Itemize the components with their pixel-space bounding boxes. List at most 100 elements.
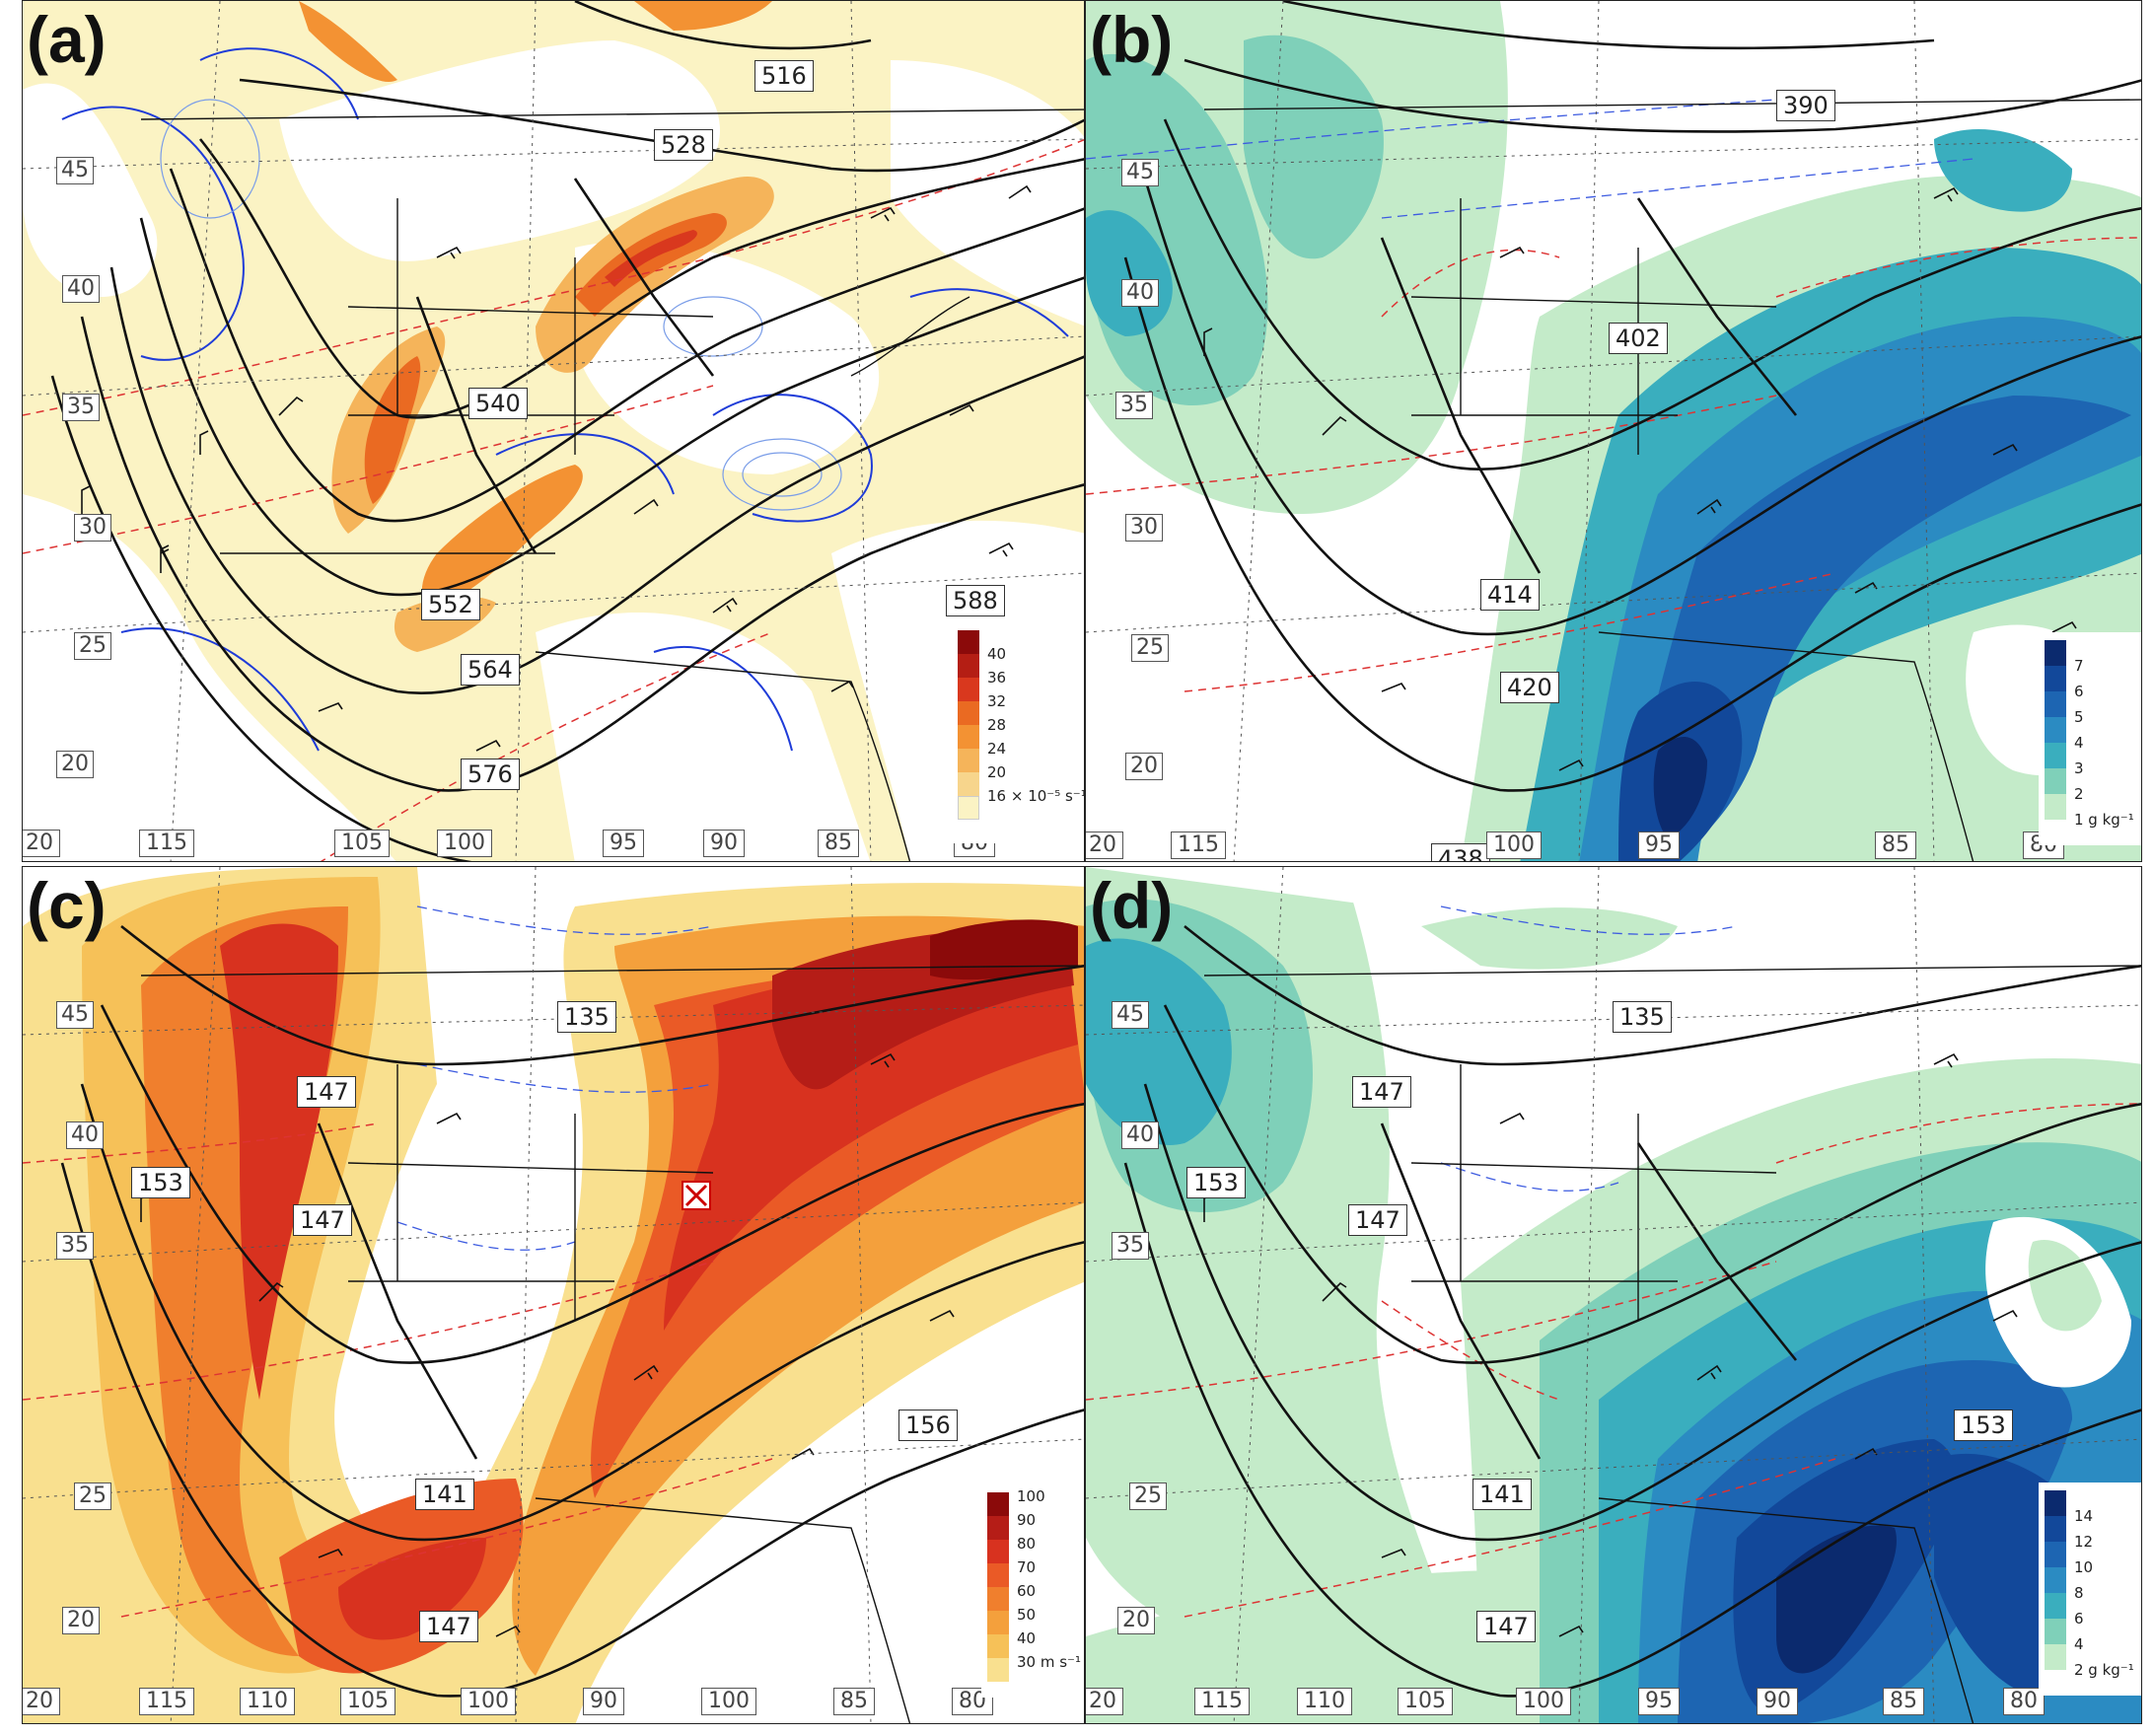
latitude-label: 40 <box>62 275 100 303</box>
colorbar-tick: 24 <box>987 740 1007 758</box>
longitude-label: 100 <box>461 1688 516 1715</box>
location-marker-icon <box>682 1181 711 1210</box>
latitude-label: 40 <box>1121 1121 1159 1149</box>
colorbar-swatch <box>987 1611 1009 1634</box>
colorbar-swatch <box>958 796 979 820</box>
height-label: 420 <box>1500 672 1559 703</box>
height-label: 576 <box>461 759 520 790</box>
longitude-label: 20 <box>1086 1688 1123 1715</box>
colorbar-d: 14 12 10 8 6 4 2 g kg⁻¹ <box>2039 1483 2141 1696</box>
height-label: 588 <box>946 585 1005 616</box>
longitude-label: 100 <box>437 830 492 857</box>
colorbar-swatch <box>2045 691 2066 717</box>
height-label: 528 <box>654 129 713 161</box>
longitude-label: 90 <box>703 830 745 857</box>
colorbar-tick: 1 g kg⁻¹ <box>2074 811 2134 829</box>
longitude-label: 20 <box>23 830 60 857</box>
longitude-label: 110 <box>240 1688 295 1715</box>
longitude-label: 95 <box>1638 1688 1680 1715</box>
height-label: 141 <box>1472 1479 1532 1510</box>
longitude-label: 90 <box>583 1688 624 1715</box>
height-label: 402 <box>1609 323 1668 354</box>
colorbar-tick: 28 <box>987 716 1007 734</box>
latitude-label: 35 <box>56 1232 94 1260</box>
longitude-label: 100 <box>1516 1688 1571 1715</box>
colorbar-swatch <box>958 654 979 678</box>
height-label: 153 <box>1186 1167 1246 1198</box>
panel-a-map <box>23 1 1084 861</box>
latitude-label: 40 <box>1121 279 1159 307</box>
colorbar-tick: 4 <box>2074 734 2084 752</box>
panel-c-map <box>23 867 1084 1723</box>
colorbar-swatch <box>2045 717 2066 743</box>
colorbar-tick: 36 <box>987 669 1007 687</box>
colorbar-tick: 3 <box>2074 760 2084 777</box>
colorbar-tick: 40 <box>987 645 1007 663</box>
colorbar-c: 100 90 80 70 60 50 40 30 m s⁻¹ <box>981 1484 1084 1698</box>
height-label: 156 <box>898 1410 958 1441</box>
colorbar-tick: 70 <box>1017 1558 1037 1576</box>
colorbar-tick: 2 g kg⁻¹ <box>2074 1661 2134 1679</box>
colorbar-swatch <box>2045 1593 2066 1619</box>
height-label: 153 <box>1954 1410 2013 1441</box>
latitude-label: 35 <box>1115 392 1153 419</box>
panel-d-letter: (d) <box>1090 869 1174 942</box>
longitude-label: 100 <box>1486 832 1542 859</box>
colorbar-swatch <box>987 1563 1009 1587</box>
height-label: 147 <box>419 1611 478 1642</box>
panel-c: (c) 135 147 153 147 141 156 147 45 40 35… <box>22 866 1085 1724</box>
latitude-label: 35 <box>1112 1232 1149 1260</box>
height-label: 438 <box>1431 843 1490 861</box>
colorbar-swatch <box>2045 794 2066 820</box>
colorbar-swatch <box>2045 666 2066 691</box>
latitude-label: 45 <box>1121 159 1159 186</box>
longitude-label: 105 <box>1398 1688 1453 1715</box>
colorbar-swatch <box>2045 743 2066 768</box>
colorbar-tick: 10 <box>2074 1558 2094 1576</box>
colorbar-swatch <box>958 701 979 725</box>
panel-c-letter: (c) <box>27 869 107 942</box>
height-label: 141 <box>415 1479 474 1510</box>
colorbar-swatch <box>2045 1490 2066 1516</box>
latitude-label: 45 <box>56 157 94 184</box>
longitude-label: 95 <box>603 830 644 857</box>
colorbar-swatch <box>2045 1644 2066 1670</box>
latitude-label: 20 <box>1125 753 1163 780</box>
colorbar-swatch <box>2045 768 2066 794</box>
colorbar-tick: 100 <box>1017 1487 1045 1505</box>
longitude-label: 90 <box>1757 1688 1798 1715</box>
colorbar-tick: 50 <box>1017 1606 1037 1624</box>
colorbar-tick: 80 <box>1017 1535 1037 1553</box>
colorbar-tick: 6 <box>2074 683 2084 700</box>
colorbar-swatch <box>2045 1619 2066 1644</box>
panel-d: (d) 135 147 153 147 141 153 147 45 40 35… <box>1085 866 2142 1724</box>
colorbar-tick: 40 <box>1017 1629 1037 1647</box>
longitude-label: 85 <box>833 1688 875 1715</box>
longitude-label: 115 <box>1171 832 1226 859</box>
height-label: 147 <box>1352 1076 1411 1108</box>
latitude-label: 45 <box>56 1001 94 1029</box>
colorbar-swatch <box>987 1540 1009 1563</box>
height-label: 540 <box>468 388 528 419</box>
colorbar-swatch <box>2045 1567 2066 1593</box>
height-label: 135 <box>1613 1001 1672 1033</box>
colorbar-swatch <box>958 749 979 772</box>
colorbar-swatch <box>987 1634 1009 1658</box>
panel-d-map <box>1086 867 2141 1723</box>
colorbar-swatch <box>987 1587 1009 1611</box>
longitude-label: 95 <box>1638 832 1680 859</box>
height-label: 564 <box>461 654 520 686</box>
latitude-label: 20 <box>1117 1607 1155 1634</box>
colorbar-tick: 4 <box>2074 1635 2084 1653</box>
latitude-label: 25 <box>1129 1483 1167 1510</box>
longitude-label: 110 <box>1297 1688 1352 1715</box>
latitude-label: 30 <box>1125 514 1163 542</box>
colorbar-b: 7 6 5 4 3 2 1 g kg⁻¹ <box>2039 632 2141 845</box>
latitude-label: 45 <box>1112 1001 1149 1029</box>
height-label: 135 <box>557 1001 616 1033</box>
panel-a: (a) 516 528 540 552 564 576 588 45 40 35… <box>22 0 1085 862</box>
latitude-label: 20 <box>62 1607 100 1634</box>
latitude-label: 20 <box>56 751 94 778</box>
colorbar-tick: 5 <box>2074 708 2084 726</box>
colorbar-tick: 32 <box>987 692 1007 710</box>
